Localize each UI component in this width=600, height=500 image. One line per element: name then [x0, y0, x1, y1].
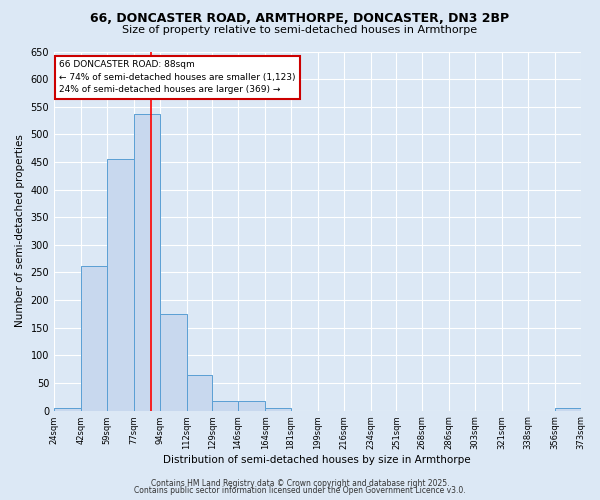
- Bar: [212, 401, 238, 410]
- Text: Contains public sector information licensed under the Open Government Licence v3: Contains public sector information licen…: [134, 486, 466, 495]
- Bar: [81, 266, 107, 410]
- Text: Contains HM Land Registry data © Crown copyright and database right 2025.: Contains HM Land Registry data © Crown c…: [151, 478, 449, 488]
- Bar: [107, 158, 134, 410]
- Text: 66 DONCASTER ROAD: 88sqm
← 74% of semi-detached houses are smaller (1,123)
24% o: 66 DONCASTER ROAD: 88sqm ← 74% of semi-d…: [59, 60, 296, 94]
- Y-axis label: Number of semi-detached properties: Number of semi-detached properties: [15, 134, 25, 328]
- Bar: [238, 401, 265, 410]
- Bar: [265, 408, 291, 410]
- Bar: [134, 114, 160, 410]
- X-axis label: Distribution of semi-detached houses by size in Armthorpe: Distribution of semi-detached houses by …: [163, 455, 471, 465]
- Bar: [54, 408, 81, 410]
- Bar: [160, 314, 187, 410]
- Bar: [187, 374, 212, 410]
- Text: Size of property relative to semi-detached houses in Armthorpe: Size of property relative to semi-detach…: [122, 25, 478, 35]
- Bar: [555, 408, 581, 410]
- Text: 66, DONCASTER ROAD, ARMTHORPE, DONCASTER, DN3 2BP: 66, DONCASTER ROAD, ARMTHORPE, DONCASTER…: [91, 12, 509, 26]
